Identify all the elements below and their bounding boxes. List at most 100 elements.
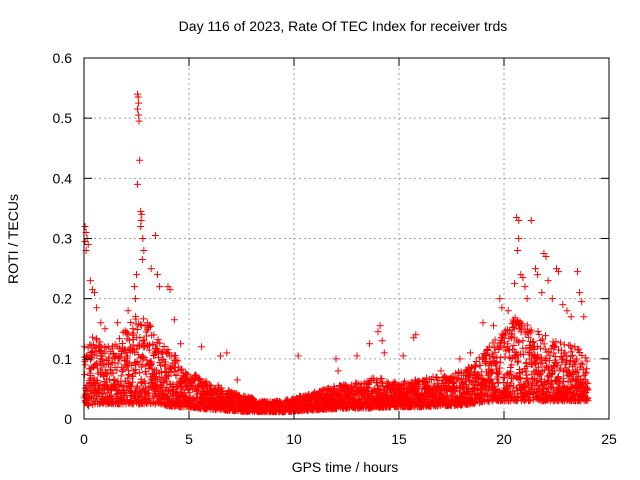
x-tick-label: 15 bbox=[391, 431, 407, 447]
data-point bbox=[560, 341, 568, 349]
data-point bbox=[93, 352, 101, 360]
data-point bbox=[127, 319, 135, 327]
data-point bbox=[163, 371, 171, 379]
data-point bbox=[524, 378, 532, 386]
chart-title: Day 116 of 2023, Rate Of TEC Index for r… bbox=[179, 18, 508, 34]
data-point bbox=[579, 360, 587, 368]
data-point bbox=[124, 307, 132, 315]
data-point bbox=[562, 384, 570, 392]
data-point bbox=[522, 367, 530, 375]
data-point bbox=[127, 382, 135, 390]
data-point bbox=[534, 363, 542, 371]
data-point bbox=[497, 354, 505, 362]
data-point bbox=[584, 386, 592, 394]
data-point bbox=[105, 353, 113, 361]
data-point bbox=[128, 378, 136, 386]
data-point bbox=[542, 332, 550, 340]
data-point bbox=[399, 352, 407, 360]
data-point bbox=[124, 374, 132, 382]
data-point bbox=[507, 354, 515, 362]
data-point bbox=[569, 351, 577, 359]
data-point bbox=[529, 375, 537, 383]
data-point bbox=[178, 365, 186, 373]
data-point bbox=[172, 352, 180, 360]
data-point bbox=[134, 382, 141, 390]
data-point bbox=[513, 358, 521, 366]
data-point bbox=[134, 180, 142, 188]
data-point bbox=[151, 231, 159, 239]
data-point bbox=[107, 360, 115, 368]
y-tick-label: 0.6 bbox=[53, 50, 73, 66]
data-point bbox=[159, 378, 167, 386]
y-tick-label: 0 bbox=[64, 411, 72, 427]
data-point bbox=[510, 390, 518, 398]
data-point bbox=[117, 372, 125, 380]
data-point bbox=[134, 93, 142, 101]
data-point bbox=[91, 343, 99, 351]
y-tick-label: 0.5 bbox=[53, 110, 73, 126]
data-point bbox=[491, 348, 499, 356]
data-point bbox=[133, 345, 141, 353]
data-point bbox=[567, 313, 575, 321]
data-point bbox=[98, 352, 106, 360]
data-point bbox=[135, 111, 143, 119]
data-point bbox=[198, 343, 206, 351]
data-point bbox=[536, 370, 544, 378]
data-point bbox=[490, 322, 497, 330]
data-point bbox=[150, 374, 158, 382]
data-point bbox=[550, 341, 558, 349]
data-point bbox=[502, 329, 510, 337]
data-point bbox=[544, 277, 552, 285]
data-point bbox=[89, 333, 97, 341]
data-point bbox=[148, 399, 156, 407]
data-point bbox=[510, 325, 518, 333]
data-point bbox=[584, 379, 592, 387]
data-point bbox=[535, 330, 543, 338]
data-point bbox=[456, 355, 464, 363]
data-point bbox=[84, 241, 92, 249]
data-point bbox=[184, 386, 192, 394]
y-tick-label: 0.4 bbox=[53, 170, 73, 186]
data-point bbox=[522, 344, 530, 352]
data-point bbox=[159, 347, 167, 355]
data-point bbox=[572, 368, 580, 376]
data-point bbox=[559, 367, 567, 375]
data-point bbox=[147, 322, 155, 330]
data-point bbox=[170, 316, 178, 324]
data-point bbox=[519, 274, 527, 282]
data-point bbox=[380, 349, 388, 357]
data-point bbox=[81, 238, 89, 246]
data-point bbox=[114, 319, 122, 327]
data-point bbox=[510, 341, 518, 349]
data-point bbox=[172, 356, 180, 364]
data-point bbox=[136, 156, 144, 164]
data-point bbox=[142, 332, 150, 340]
data-point bbox=[471, 399, 479, 407]
data-point bbox=[156, 339, 164, 347]
data-point bbox=[162, 358, 170, 366]
data-point bbox=[146, 383, 154, 391]
data-point bbox=[164, 346, 172, 354]
data-point bbox=[116, 353, 124, 361]
data-point bbox=[97, 319, 105, 327]
data-point bbox=[563, 307, 571, 315]
data-point bbox=[223, 349, 231, 357]
data-point bbox=[515, 338, 523, 346]
data-point bbox=[137, 222, 145, 230]
data-point bbox=[93, 364, 101, 372]
data-point bbox=[487, 367, 495, 375]
data-point bbox=[546, 352, 554, 360]
data-point bbox=[93, 359, 101, 367]
data-point bbox=[92, 361, 100, 369]
data-point bbox=[330, 383, 338, 391]
data-point bbox=[511, 280, 518, 288]
data-point bbox=[555, 373, 563, 381]
data-point bbox=[538, 335, 546, 343]
data-point bbox=[574, 268, 581, 276]
data-point bbox=[495, 368, 503, 376]
data-point bbox=[365, 378, 373, 386]
data-point bbox=[116, 335, 124, 343]
data-point bbox=[533, 376, 541, 384]
data-point bbox=[536, 344, 544, 352]
